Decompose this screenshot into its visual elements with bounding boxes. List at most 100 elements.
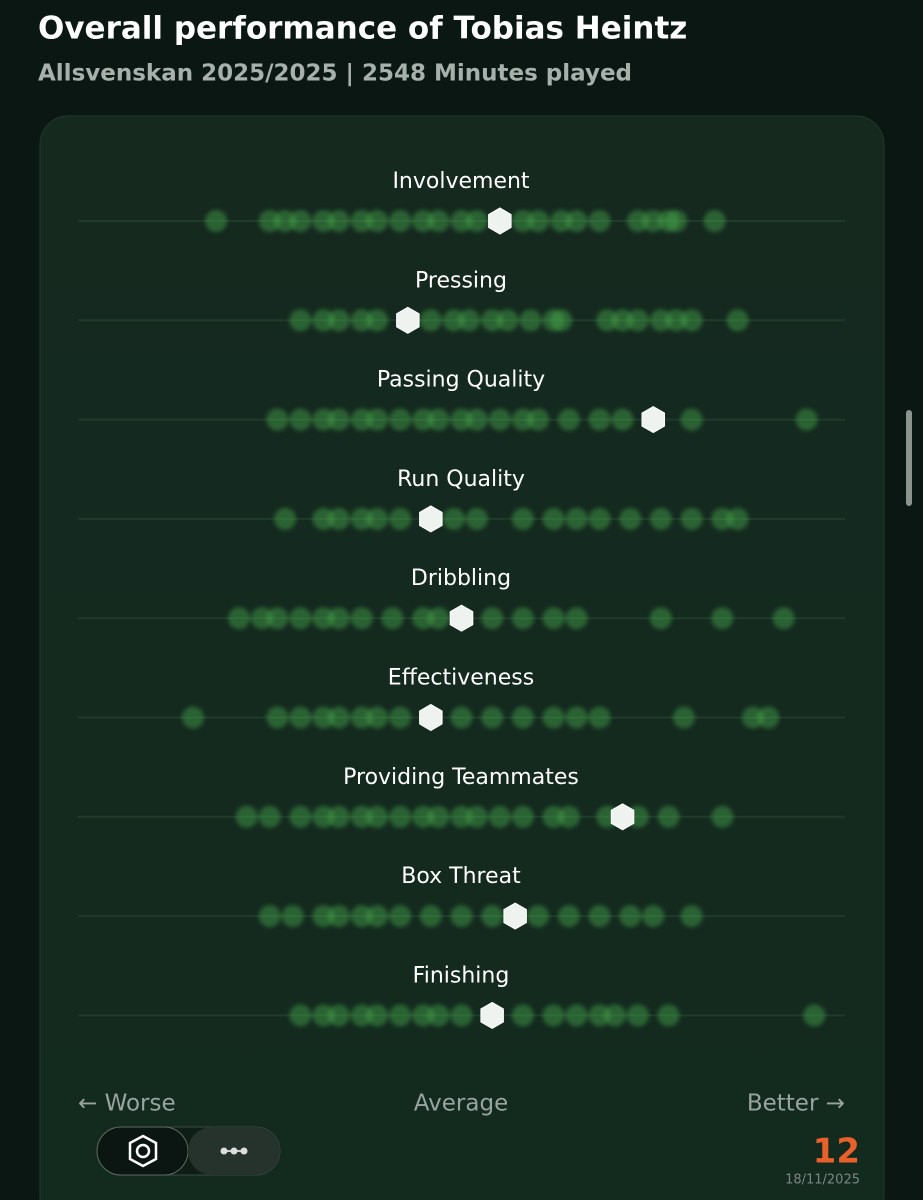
population-dot	[481, 607, 504, 630]
population-dot	[542, 507, 565, 530]
population-dot	[366, 805, 389, 828]
population-dot	[511, 507, 534, 530]
population-dot	[465, 408, 488, 431]
population-dot	[465, 210, 488, 232]
population-dot	[289, 1004, 312, 1027]
population-dots	[266, 408, 818, 431]
population-dot	[488, 408, 511, 431]
metric-label: Dribbling	[411, 566, 511, 591]
population-dot	[350, 805, 373, 828]
population-dot	[672, 706, 695, 729]
population-dot	[389, 905, 412, 928]
population-dot	[419, 905, 442, 928]
population-dot	[619, 905, 642, 928]
population-dot	[649, 607, 672, 630]
population-dot	[366, 408, 389, 431]
radar-view-button[interactable]	[96, 1126, 189, 1176]
population-dot	[366, 706, 389, 729]
population-dot	[281, 905, 304, 928]
population-dot	[626, 1004, 649, 1027]
player-marker	[610, 803, 635, 831]
population-dot	[412, 210, 435, 232]
player-marker	[419, 703, 443, 732]
population-dot	[665, 309, 688, 332]
rows: Involvement Pressing Passing Quality Run Qu…	[78, 169, 845, 1029]
date: 18/11/2025	[785, 1173, 860, 1188]
population-dot	[350, 905, 373, 928]
population-dot	[511, 408, 534, 431]
population-dot	[527, 905, 550, 928]
population-dot	[450, 1004, 473, 1027]
population-dot	[289, 607, 312, 630]
population-dot	[350, 607, 373, 630]
population-dot	[481, 905, 504, 928]
population-dot	[649, 507, 672, 530]
logo: 12	[813, 1132, 860, 1172]
population-dot	[642, 210, 665, 232]
population-dot	[312, 408, 335, 431]
population-dot	[726, 507, 749, 530]
population-dot	[350, 408, 373, 431]
population-dot	[327, 309, 350, 332]
strip-icon-dot	[220, 1147, 228, 1155]
population-dot	[626, 210, 649, 232]
population-dot	[327, 905, 350, 928]
population-dot	[511, 210, 534, 232]
population-dot	[565, 507, 588, 530]
population-dots	[289, 1004, 826, 1027]
population-dot	[258, 805, 281, 828]
population-dot	[596, 309, 619, 332]
population-dot	[327, 408, 350, 431]
metric-label: Passing Quality	[377, 368, 545, 393]
population-dot	[412, 1004, 435, 1027]
player-marker	[488, 207, 512, 235]
population-dot	[588, 1004, 611, 1027]
population-dot	[312, 607, 335, 630]
population-dot	[557, 805, 580, 828]
population-dot	[350, 706, 373, 729]
player-marker	[396, 306, 420, 334]
population-dot	[588, 507, 611, 530]
population-dots	[205, 210, 726, 232]
strip-icon-dot	[240, 1147, 248, 1155]
population-dot	[450, 210, 473, 232]
population-dot	[450, 706, 473, 729]
population-dot	[680, 408, 703, 431]
population-dot	[511, 706, 534, 729]
population-dot	[611, 408, 634, 431]
population-dot	[711, 805, 734, 828]
population-dot	[741, 706, 764, 729]
population-dot	[427, 408, 450, 431]
population-dot	[450, 408, 473, 431]
population-dot	[289, 706, 312, 729]
population-dot	[442, 507, 465, 530]
population-dot	[427, 210, 450, 232]
population-dot	[458, 309, 481, 332]
population-dot	[542, 805, 565, 828]
population-dot	[542, 706, 565, 729]
player-marker	[503, 902, 527, 930]
population-dot	[757, 706, 780, 729]
scrollbar[interactable]	[906, 410, 912, 506]
population-dots	[182, 706, 780, 729]
population-dot	[550, 309, 573, 332]
population-dots	[235, 805, 734, 828]
population-dot	[481, 706, 504, 729]
population-dot	[565, 1004, 588, 1027]
panel	[39, 115, 885, 1200]
population-dot	[182, 706, 205, 729]
population-dot	[565, 607, 588, 630]
population-dot	[419, 309, 442, 332]
population-dot	[289, 309, 312, 332]
population-dot	[312, 507, 335, 530]
population-dot	[680, 309, 703, 332]
population-dot	[726, 309, 749, 332]
population-dot	[266, 408, 289, 431]
metric-label: Effectiveness	[388, 666, 534, 691]
population-dot	[312, 1004, 335, 1027]
population-dot	[412, 805, 435, 828]
population-dot	[327, 805, 350, 828]
population-dot	[519, 309, 542, 332]
